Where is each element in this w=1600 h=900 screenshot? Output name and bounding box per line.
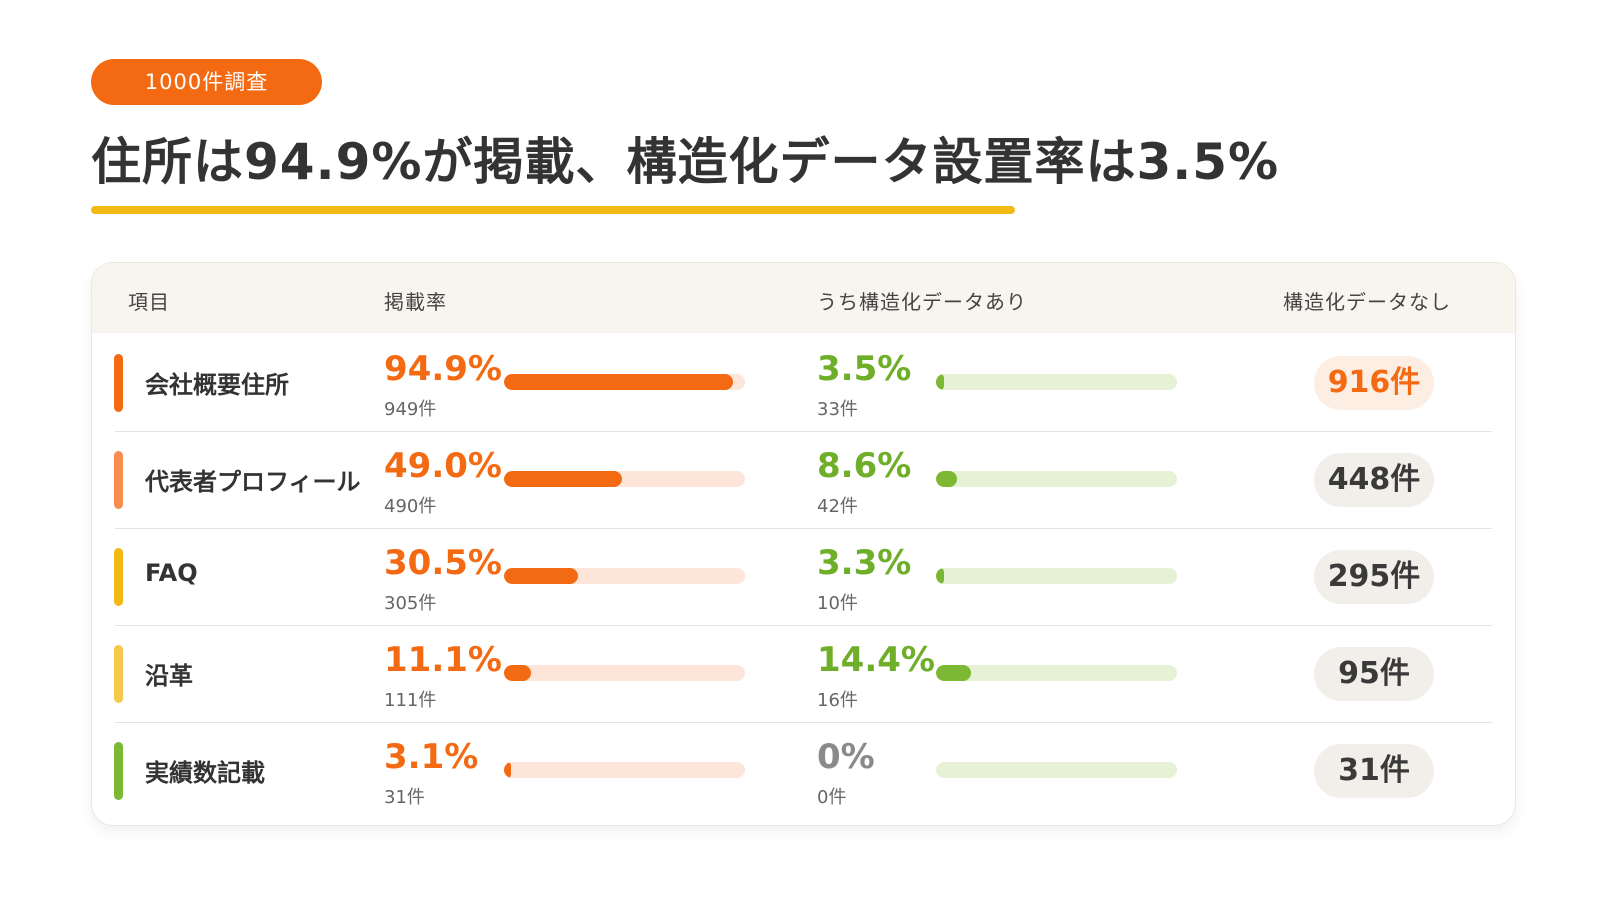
structured-count: 42件 xyxy=(817,496,858,517)
structured-percent: 0% xyxy=(817,737,875,777)
row-label: 代表者プロフィール xyxy=(145,468,361,496)
row-accent-bar xyxy=(114,548,123,606)
structured-percent: 3.3% xyxy=(817,543,912,583)
rate-bar-track xyxy=(504,374,745,390)
structured-bar-track xyxy=(936,762,1177,778)
table-row: 沿革 11.1% 111件 14.4% 16件 95件 xyxy=(92,624,1515,723)
row-label: 実績数記載 xyxy=(145,759,265,787)
table-row: 会社概要住所 94.9% 949件 3.5% 33件 916件 xyxy=(92,333,1515,432)
row-divider xyxy=(115,528,1492,529)
rate-count: 949件 xyxy=(384,399,437,420)
page-title: 住所は94.9%が掲載、構造化データ設置率は3.5% xyxy=(91,133,1280,191)
structured-bar xyxy=(936,665,971,681)
rate-bar-track xyxy=(504,568,745,584)
row-accent-bar xyxy=(114,354,123,412)
unstructured-count-pill: 95件 xyxy=(1314,647,1434,701)
structured-count: 0件 xyxy=(817,787,847,808)
unstructured-count-pill: 448件 xyxy=(1314,453,1434,507)
row-accent-bar xyxy=(114,742,123,800)
rate-count: 490件 xyxy=(384,496,437,517)
row-label: 会社概要住所 xyxy=(145,371,289,399)
structured-percent: 8.6% xyxy=(817,446,912,486)
structured-bar-track xyxy=(936,568,1177,584)
table-header: 項目 掲載率 うち構造化データあり 構造化データなし xyxy=(92,263,1515,333)
structured-bar-track xyxy=(936,665,1177,681)
structured-bar xyxy=(936,568,944,584)
table-row: FAQ 30.5% 305件 3.3% 10件 295件 xyxy=(92,527,1515,626)
structured-percent: 3.5% xyxy=(817,349,912,389)
row-divider xyxy=(115,625,1492,626)
structured-bar-track xyxy=(936,471,1177,487)
rate-count: 305件 xyxy=(384,593,437,614)
survey-badge: 1000件調査 xyxy=(91,59,322,105)
unstructured-count-pill: 31件 xyxy=(1314,744,1434,798)
unstructured-count-pill: 295件 xyxy=(1314,550,1434,604)
results-table: 項目 掲載率 うち構造化データあり 構造化データなし 会社概要住所 94.9% 94… xyxy=(91,262,1516,826)
structured-bar-track xyxy=(936,374,1177,390)
title-underline xyxy=(91,206,1015,214)
structured-count: 16件 xyxy=(817,690,858,711)
rate-percent: 94.9% xyxy=(384,349,502,389)
structured-count: 33件 xyxy=(817,399,858,420)
row-accent-bar xyxy=(114,451,123,509)
rate-percent: 30.5% xyxy=(384,543,502,583)
header-unstructured: 構造化データなし xyxy=(1283,290,1451,314)
rate-bar-track xyxy=(504,762,745,778)
structured-bar xyxy=(936,374,945,390)
rate-bar-track xyxy=(504,665,745,681)
row-divider xyxy=(115,431,1492,432)
rate-percent: 11.1% xyxy=(384,640,502,680)
row-label: 沿革 xyxy=(145,662,193,690)
rate-bar-track xyxy=(504,471,745,487)
rate-bar xyxy=(504,471,623,487)
rate-bar xyxy=(504,568,578,584)
structured-bar xyxy=(936,471,957,487)
header-item: 項目 xyxy=(128,290,170,314)
header-structured: うち構造化データあり xyxy=(817,290,1027,314)
row-accent-bar xyxy=(114,645,123,703)
row-label: FAQ xyxy=(145,559,198,587)
unstructured-count-pill: 916件 xyxy=(1314,356,1434,410)
rate-percent: 3.1% xyxy=(384,737,479,777)
rate-bar xyxy=(504,665,531,681)
rate-count: 111件 xyxy=(384,690,437,711)
header-rate: 掲載率 xyxy=(384,290,447,314)
rate-bar xyxy=(504,374,733,390)
structured-percent: 14.4% xyxy=(817,640,935,680)
row-divider xyxy=(115,722,1492,723)
table-row: 実績数記載 3.1% 31件 0% 0件 31件 xyxy=(92,721,1515,820)
rate-percent: 49.0% xyxy=(384,446,502,486)
table-row: 代表者プロフィール 49.0% 490件 8.6% 42件 448件 xyxy=(92,430,1515,529)
rate-count: 31件 xyxy=(384,787,425,808)
rate-bar xyxy=(504,762,512,778)
structured-count: 10件 xyxy=(817,593,858,614)
